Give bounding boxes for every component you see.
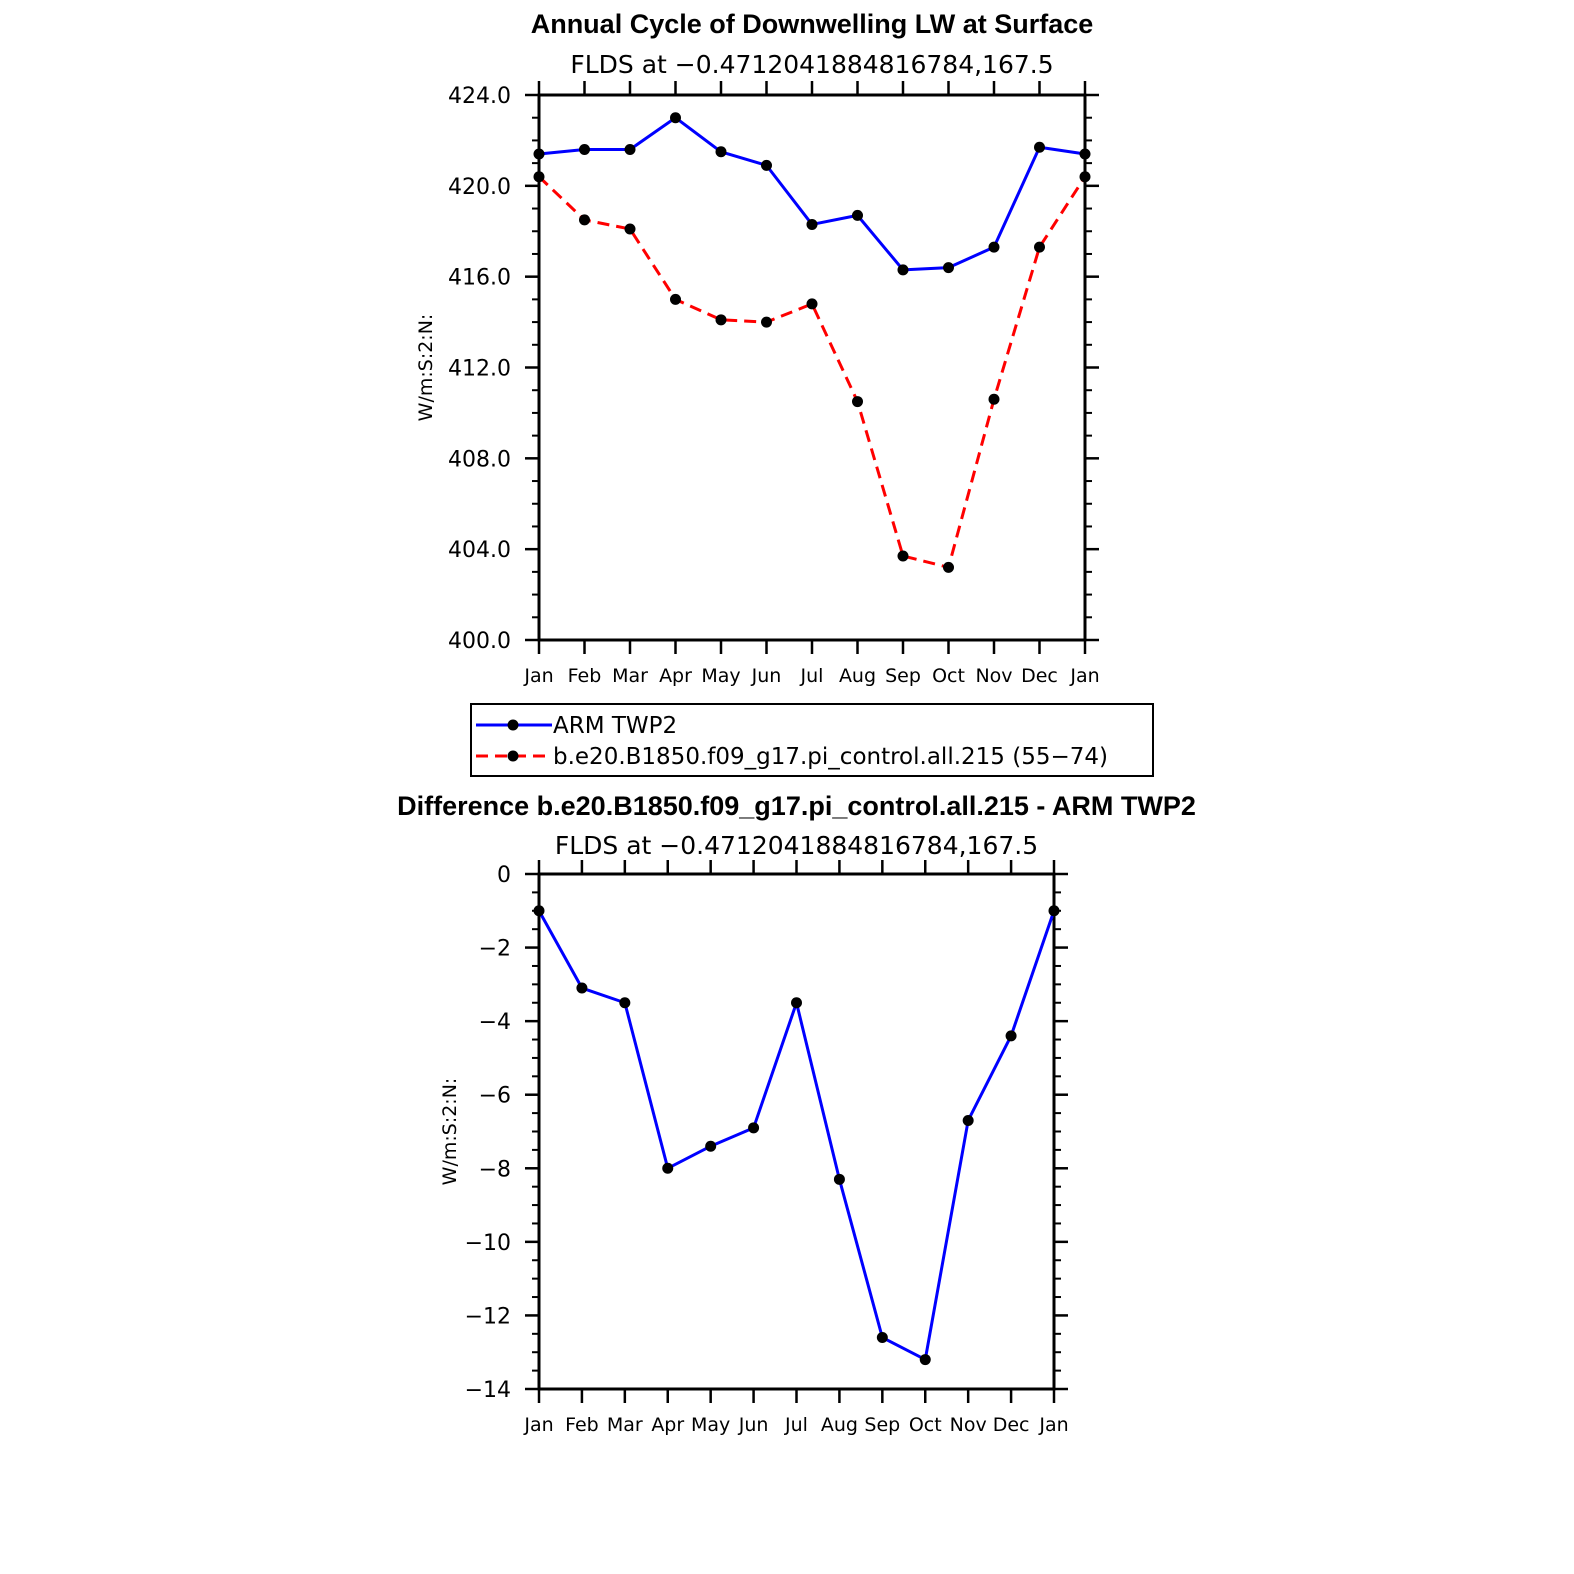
- x-tick-label: Oct: [932, 665, 965, 687]
- data-point: [791, 997, 802, 1009]
- data-point: [1034, 141, 1045, 153]
- data-point: [1034, 241, 1045, 253]
- data-point: [579, 214, 590, 226]
- data-point: [919, 1354, 931, 1366]
- data-point: [1005, 1030, 1017, 1042]
- x-tick-label: Jul: [784, 1414, 808, 1436]
- legend-box: [470, 703, 1154, 777]
- data-point: [705, 1140, 717, 1152]
- data-point: [876, 1332, 888, 1343]
- y-tick-label: 412.0: [448, 357, 511, 382]
- x-tick-label: Mar: [612, 665, 648, 687]
- data-point: [806, 218, 818, 230]
- y-tick-label: −10: [465, 1231, 511, 1256]
- chart-title: Difference b.e20.B1850.f09_g17.pi_contro…: [397, 791, 1196, 821]
- y-tick-label: −4: [479, 1010, 511, 1035]
- legend-label: b.e20.B1850.f09_g17.pi_control.all.215 (…: [553, 744, 1108, 770]
- data-point: [715, 146, 727, 158]
- x-tick-label: Aug: [839, 665, 876, 687]
- x-tick-label: Jan: [523, 665, 553, 687]
- y-tick-label: −8: [479, 1157, 511, 1182]
- legend-label: ARM TWP2: [553, 713, 677, 739]
- y-tick-label: −12: [465, 1304, 511, 1329]
- y-axis-label: W/m:S:2:N:: [439, 1078, 461, 1186]
- data-point: [579, 144, 590, 155]
- data-point: [988, 393, 1000, 405]
- x-tick-label: Nov: [950, 1414, 987, 1436]
- series-line: [538, 116, 1086, 272]
- data-point: [806, 298, 818, 310]
- x-tick-label: Apr: [659, 665, 692, 687]
- y-tick-label: −6: [479, 1084, 511, 1109]
- x-tick-label: Sep: [864, 1414, 900, 1436]
- x-tick-label: Jun: [751, 665, 782, 687]
- data-point: [624, 223, 636, 235]
- x-tick-label: Jan: [1069, 665, 1099, 687]
- data-point: [670, 293, 681, 305]
- y-tick-label: 404.0: [448, 538, 511, 563]
- y-tick-label: −14: [465, 1378, 511, 1403]
- series-line: [537, 175, 1087, 569]
- x-tick-label: Jan: [1038, 1414, 1068, 1436]
- data-point: [1079, 148, 1091, 160]
- data-point: [533, 171, 545, 183]
- x-tick-label: Feb: [568, 665, 602, 687]
- x-tick-label: Dec: [1021, 665, 1058, 687]
- x-tick-label: Aug: [821, 1414, 858, 1436]
- legend-marker: [507, 750, 519, 762]
- y-tick-label: 416.0: [448, 266, 511, 291]
- data-point: [761, 159, 772, 171]
- data-point: [533, 148, 545, 160]
- x-tick-label: Oct: [909, 1414, 942, 1436]
- y-axis-label: W/m:S:2:N:: [415, 314, 437, 422]
- x-tick-label: May: [691, 1414, 730, 1436]
- x-tick-label: Jul: [800, 665, 824, 687]
- data-point: [619, 997, 631, 1009]
- data-point: [533, 905, 545, 917]
- x-tick-label: Jun: [738, 1414, 769, 1436]
- y-tick-label: 400.0: [448, 629, 511, 654]
- x-tick-label: Feb: [565, 1414, 599, 1436]
- y-tick-label: 424.0: [448, 84, 511, 109]
- data-point: [1048, 905, 1060, 917]
- data-point: [943, 262, 954, 274]
- series-line: [537, 910, 1056, 1362]
- chart-subtitle: FLDS at −0.4712041884816784,167.5: [555, 831, 1038, 860]
- x-tick-label: Jan: [523, 1414, 553, 1436]
- chart-title: Annual Cycle of Downwelling LW at Surfac…: [531, 9, 1094, 39]
- data-point: [897, 550, 909, 562]
- data-point: [662, 1162, 674, 1174]
- data-point: [833, 1173, 845, 1185]
- data-point: [624, 144, 636, 155]
- x-tick-label: Apr: [651, 1414, 684, 1436]
- data-point: [576, 982, 588, 994]
- data-point: [715, 314, 727, 326]
- chart-subtitle: FLDS at −0.4712041884816784,167.5: [570, 50, 1053, 79]
- y-tick-label: 408.0: [448, 447, 511, 472]
- data-point: [897, 264, 909, 276]
- data-point: [962, 1114, 974, 1126]
- data-point: [852, 396, 863, 408]
- data-point: [988, 241, 1000, 253]
- data-point: [852, 209, 863, 221]
- x-tick-label: May: [701, 665, 740, 687]
- plot-frame: [537, 872, 1056, 1391]
- legend-marker: [507, 719, 519, 731]
- x-tick-label: Nov: [975, 665, 1012, 687]
- x-tick-label: Mar: [607, 1414, 643, 1436]
- x-tick-label: Sep: [885, 665, 921, 687]
- data-point: [761, 316, 772, 328]
- y-tick-label: −2: [479, 937, 511, 962]
- data-point: [670, 112, 681, 124]
- data-point: [748, 1122, 760, 1134]
- data-point: [1079, 171, 1091, 183]
- y-tick-label: 420.0: [448, 175, 511, 200]
- x-tick-label: Dec: [993, 1414, 1030, 1436]
- data-point: [943, 561, 954, 573]
- y-tick-label: 0: [497, 863, 511, 888]
